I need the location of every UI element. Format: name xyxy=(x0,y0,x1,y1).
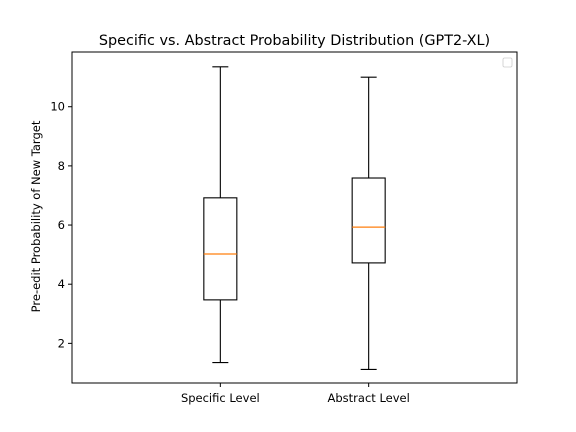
x-tick-label: Abstract Level xyxy=(328,391,410,405)
box-iqr xyxy=(203,197,238,301)
box-iqr xyxy=(351,177,386,264)
chart-title: Specific vs. Abstract Probability Distri… xyxy=(99,33,490,49)
y-axis-label: Pre-edit Probability of New Target xyxy=(29,120,43,312)
y-tick-label: 10 xyxy=(50,100,65,114)
x-ticks-layer: Specific Level Abstract Level xyxy=(181,383,410,405)
y-tick-label: 2 xyxy=(58,336,65,350)
y-ticks-layer: 2 4 6 8 10 xyxy=(50,100,72,350)
y-tick-label: 6 xyxy=(58,218,65,232)
y-tick-label: 4 xyxy=(58,277,65,291)
legend-box xyxy=(502,57,513,68)
x-tick-label: Specific Level xyxy=(181,391,260,405)
boxes-layer xyxy=(203,66,386,370)
plot-frame xyxy=(71,51,518,384)
y-tick-label: 8 xyxy=(58,159,65,173)
